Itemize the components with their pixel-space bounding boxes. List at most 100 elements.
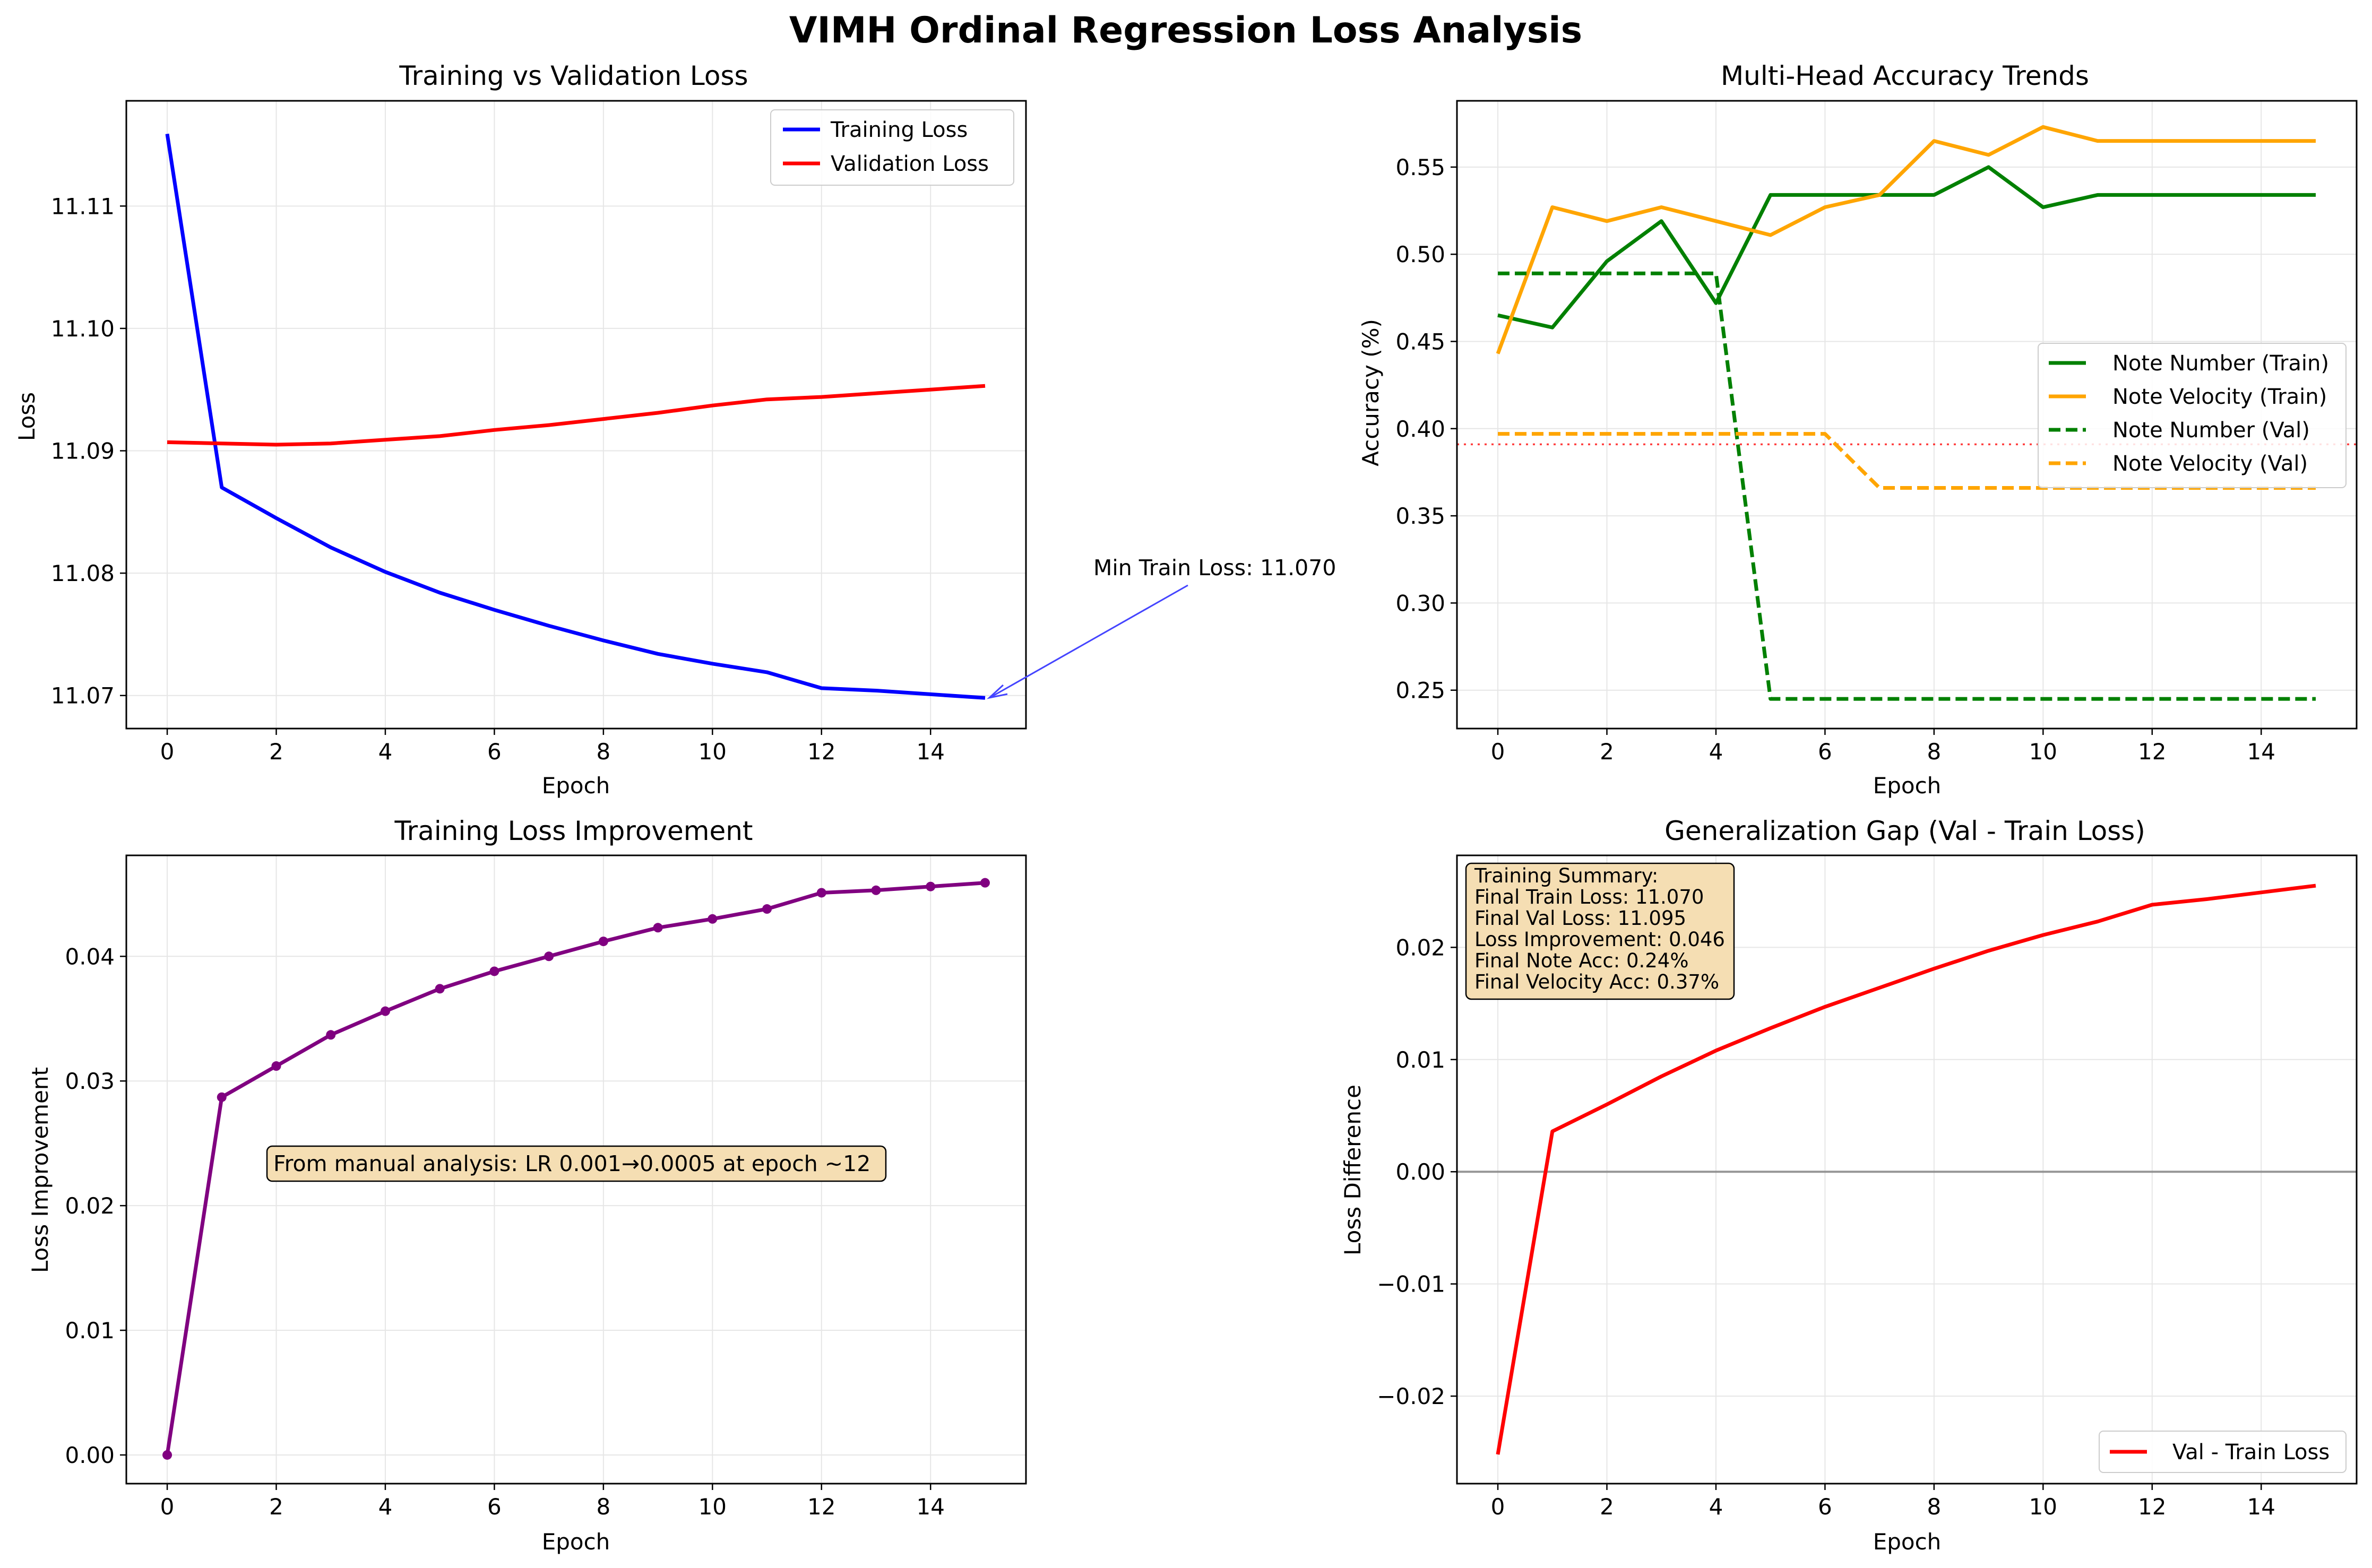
panel-title: Generalization Gap (Val - Train Loss) (1664, 816, 2145, 846)
panel-title: Training vs Validation Loss (399, 60, 748, 91)
x-tick-label: 10 (698, 739, 727, 765)
x-tick-label: 12 (2138, 739, 2166, 765)
data-point (435, 984, 445, 994)
annotation-arrow-head (987, 684, 1008, 699)
axes-frame (125, 854, 1027, 1485)
y-tick-label: 11.07 (51, 683, 115, 709)
x-tick-label: 2 (1600, 1494, 1614, 1520)
x-tick-label: 8 (596, 739, 610, 765)
x-tick-label: 14 (917, 739, 945, 765)
x-tick-label: 2 (1600, 739, 1614, 765)
x-tick-label: 0 (160, 1494, 175, 1520)
data-point (162, 1450, 172, 1460)
x-tick-label: 8 (596, 1494, 610, 1520)
panel-generalization-gap: Generalization Gap (Val - Train Loss) Ep… (1340, 816, 2358, 1555)
y-tick-label: 0.01 (65, 1318, 115, 1344)
y-tick-label: 0.35 (1395, 503, 1445, 529)
summary-line: Final Train Loss: 11.070 (1474, 886, 1704, 908)
y-tick-label: 0.03 (65, 1068, 115, 1094)
x-tick-label: 0 (1491, 739, 1505, 765)
y-tick-label: 0.00 (1395, 1159, 1445, 1185)
x-tick-label: 12 (807, 1494, 835, 1520)
legend-box (2099, 1431, 2347, 1473)
figure-title: VIMH Ordinal Regression Loss Analysis (789, 10, 1582, 51)
x-axis-label: Epoch (1873, 773, 1942, 799)
panel-training-vs-validation-loss: Training vs Validation Loss Epoch Loss 0… (14, 60, 1336, 799)
summary-line: Final Val Loss: 11.095 (1474, 907, 1686, 930)
legend: Val - Train Loss (2099, 1431, 2347, 1473)
data-point (380, 1006, 390, 1016)
x-tick-label: 6 (487, 739, 502, 765)
x-axis-label: Epoch (542, 1529, 610, 1555)
y-tick-label: 0.02 (1395, 934, 1445, 960)
y-tick-label: −0.02 (1377, 1383, 1445, 1409)
x-tick-label: 0 (1491, 1494, 1505, 1520)
summary-line: Training Summary: (1474, 864, 1658, 887)
x-tick-label: 12 (807, 739, 835, 765)
series-line-note-velocity-train- (1496, 125, 2316, 354)
data-point (926, 881, 936, 891)
data-point (217, 1092, 227, 1102)
x-tick-label: 14 (2247, 739, 2275, 765)
y-axis-label: Loss (14, 392, 40, 441)
series-line-note-number-train- (1497, 165, 2316, 330)
x-tick-label: 10 (698, 1494, 727, 1520)
panel-title: Training Loss Improvement (394, 816, 753, 846)
y-tick-label: 11.10 (51, 316, 115, 342)
axes-frame (1456, 100, 2358, 730)
data-point (980, 878, 990, 888)
series-line-note-number-val- (1498, 271, 2316, 701)
summary-box-background (1465, 862, 1735, 1000)
legend-label: Validation Loss (831, 152, 989, 176)
y-tick-label: 0.25 (1395, 678, 1445, 704)
x-tick-label: 12 (2138, 1494, 2166, 1520)
lr-annotation-text: From manual analysis: LR 0.001→0.0005 at… (273, 1151, 870, 1176)
x-tick-label: 14 (917, 1494, 945, 1520)
legend-label: Val - Train Loss (2172, 1440, 2330, 1465)
legend-label: Note Number (Val) (2112, 418, 2310, 443)
x-tick-label: 10 (2029, 1494, 2057, 1520)
x-tick-label: 6 (1818, 739, 1832, 765)
y-tick-label: 0.02 (65, 1193, 115, 1219)
x-tick-label: 0 (160, 739, 175, 765)
data-point (544, 951, 554, 961)
legend-box (2038, 343, 2347, 488)
lr-annotation-box (266, 1145, 887, 1182)
panel-multi-head-accuracy-trends: Multi-Head Accuracy Trends Epoch Accurac… (1358, 60, 2358, 799)
x-tick-label: 14 (2247, 1494, 2275, 1520)
y-tick-label: 11.08 (51, 560, 115, 586)
panel-title: Multi-Head Accuracy Trends (1721, 60, 2089, 91)
data-point (271, 1061, 281, 1071)
data-point (762, 904, 772, 914)
annotation-arrow-line (991, 584, 1188, 698)
y-tick-label: −0.01 (1377, 1271, 1445, 1297)
axes-frame (1456, 854, 2358, 1485)
summary-line: Final Velocity Acc: 0.37% (1474, 971, 1719, 993)
y-axis-label: Loss Improvement (27, 1067, 53, 1273)
data-point (598, 937, 608, 947)
legend-label: Note Velocity (Val) (2112, 452, 2308, 476)
series-line-val-train-loss (1496, 883, 2316, 1455)
data-point (816, 888, 826, 898)
x-tick-label: 2 (269, 739, 283, 765)
legend-label: Note Velocity (Train) (2112, 385, 2327, 409)
legend-label: Note Number (Train) (2112, 351, 2329, 376)
min-train-loss-annotation: Min Train Loss: 11.070 (987, 555, 1336, 699)
y-tick-label: 0.50 (1395, 241, 1445, 267)
x-tick-label: 4 (1709, 1494, 1723, 1520)
legend: Note Number (Train) Note Velocity (Train… (2038, 343, 2347, 488)
data-point (708, 914, 718, 924)
series-line-validation-loss (167, 384, 986, 447)
y-tick-label: 11.11 (51, 193, 115, 219)
x-tick-label: 4 (378, 739, 393, 765)
panel-training-loss-improvement: Training Loss Improvement Epoch Loss Imp… (27, 816, 1027, 1555)
y-tick-label: 0.40 (1395, 416, 1445, 442)
y-axis-label: Loss Difference (1340, 1085, 1366, 1255)
x-tick-label: 10 (2029, 739, 2057, 765)
summary-line: Loss Improvement: 0.046 (1474, 928, 1725, 951)
x-tick-label: 6 (1818, 1494, 1832, 1520)
y-tick-label: 0.45 (1395, 328, 1445, 354)
data-point (871, 885, 881, 895)
